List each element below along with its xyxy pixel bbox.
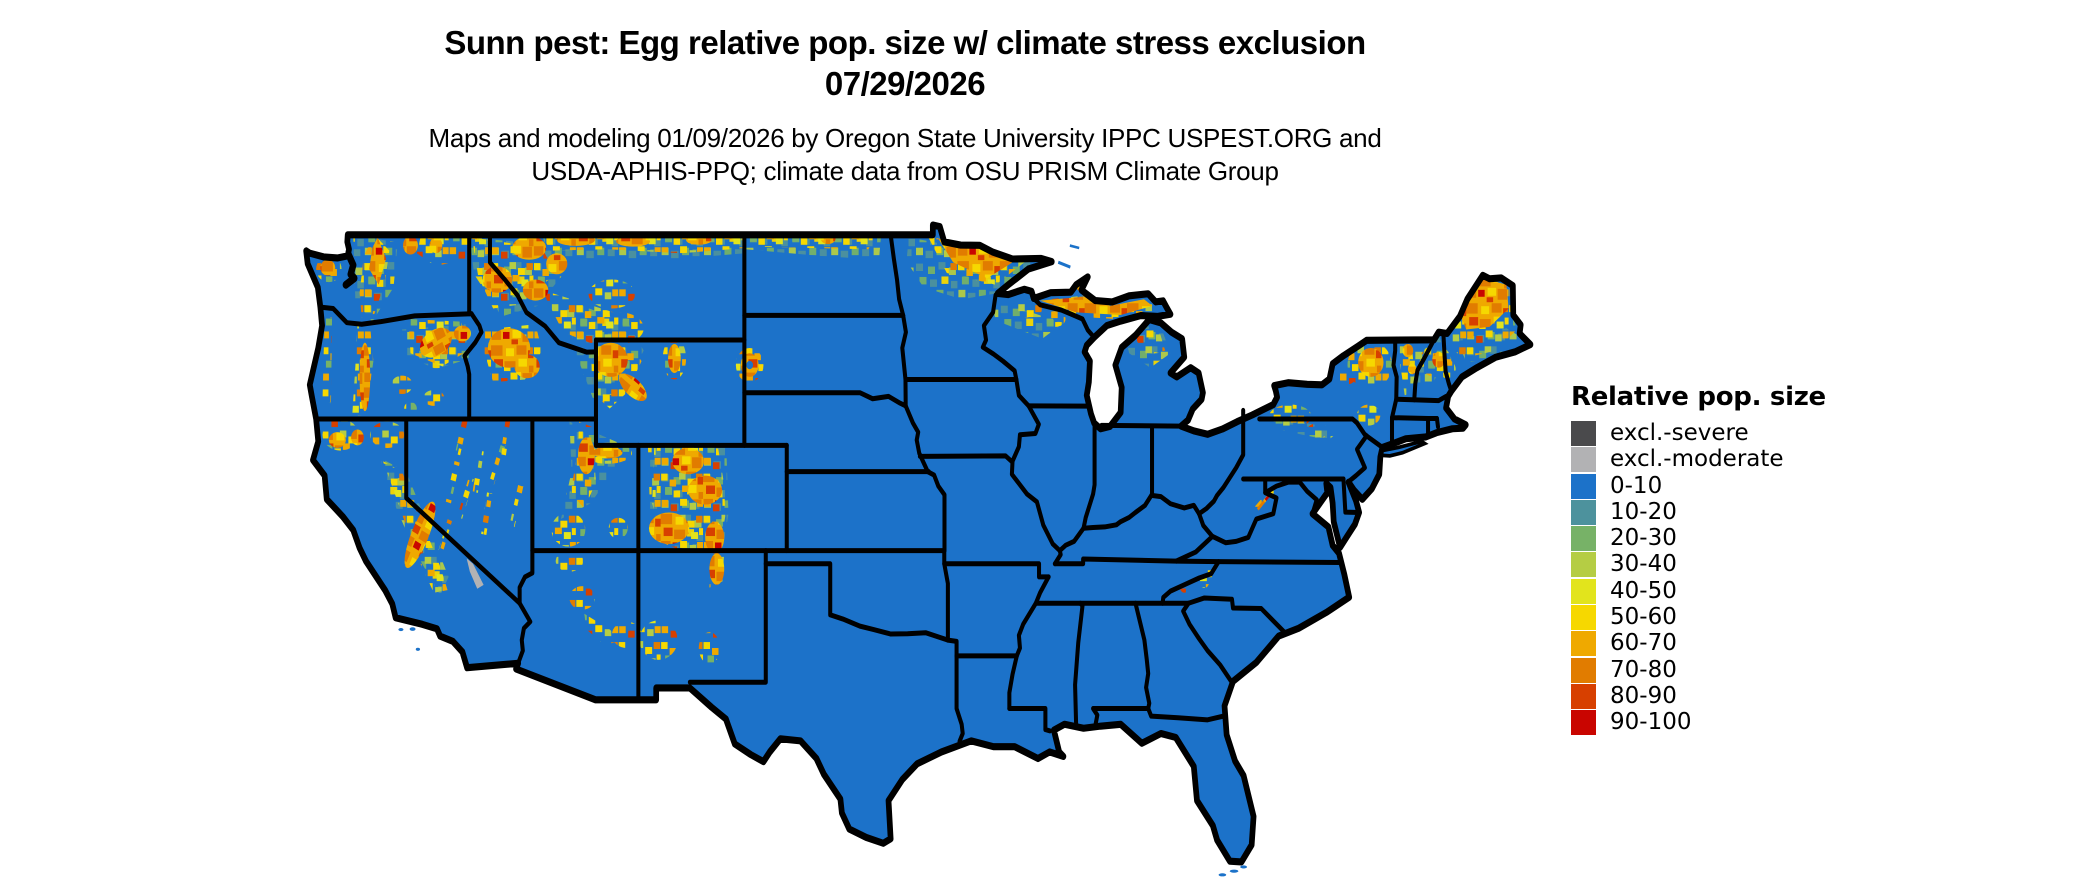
legend-rows: excl.-severe excl.-moderate 0-10 10-20 2… — [1571, 421, 1826, 736]
legend-label: 80-90 — [1610, 682, 1677, 709]
legend-item: 90-100 — [1571, 709, 1826, 736]
legend-item: excl.-moderate — [1571, 446, 1826, 473]
legend-swatch-excl-moderate — [1571, 447, 1596, 473]
map-title-date: 07/29/2026 — [824, 65, 986, 102]
legend-label: excl.-moderate — [1610, 446, 1784, 473]
legend-swatch-90-100 — [1571, 710, 1596, 736]
map-subtitle-line2: USDA-APHIS-PPQ; climate data from OSU PR… — [531, 156, 1279, 186]
legend-swatch-80-90 — [1571, 683, 1596, 709]
exclusion-moderate-patch — [466, 558, 484, 589]
legend-swatch-20-30 — [1571, 526, 1596, 552]
long-island — [1380, 439, 1429, 458]
legend-item: excl.-severe — [1571, 421, 1826, 446]
legend-label: 0-10 — [1610, 472, 1663, 499]
legend-swatch-40-50 — [1571, 578, 1596, 604]
map-title: Sunn pest: Egg relative pop. size w/ cli… — [0, 22, 1810, 104]
legend-label: 90-100 — [1610, 709, 1692, 736]
state-borders — [314, 232, 1454, 744]
map-subtitle-line1: Maps and modeling 01/09/2026 by Oregon S… — [428, 123, 1382, 153]
map-title-line1: Sunn pest: Egg relative pop. size w/ cli… — [444, 24, 1366, 61]
hot-class-patches — [320, 233, 1509, 585]
legend-label: 40-50 — [1610, 577, 1677, 604]
legend-label: 20-30 — [1610, 525, 1677, 552]
black-hills-center — [746, 360, 754, 370]
legend-item: 0-10 — [1571, 472, 1826, 499]
legend-item: 80-90 — [1571, 682, 1826, 709]
legend-label: 50-60 — [1610, 604, 1677, 631]
legend-swatch-excl-severe — [1571, 421, 1596, 446]
suitability-overlays — [316, 233, 1520, 664]
legend-label: excl.-severe — [1610, 420, 1749, 446]
us-map-raster — [296, 219, 1551, 877]
legend-label: 10-20 — [1610, 498, 1677, 525]
puget-sound-inlets — [342, 250, 358, 289]
small-islands — [398, 244, 1248, 877]
legend-swatch-0-10 — [1571, 473, 1596, 499]
legend-label: 60-70 — [1610, 630, 1677, 657]
legend-swatch-10-20 — [1571, 499, 1596, 525]
legend-item: 40-50 — [1571, 577, 1826, 604]
legend-label: 30-40 — [1610, 551, 1677, 578]
legend-item: 70-80 — [1571, 656, 1826, 683]
legend-item: 20-30 — [1571, 525, 1826, 552]
legend-swatch-60-70 — [1571, 631, 1596, 657]
legend-title: Relative pop. size — [1571, 382, 1826, 412]
legend-item: 60-70 — [1571, 630, 1826, 657]
legend-item: 10-20 — [1571, 498, 1826, 525]
map-subtitle: Maps and modeling 01/09/2026 by Oregon S… — [0, 122, 1810, 188]
legend-label: 70-80 — [1610, 656, 1677, 683]
legend-swatch-30-40 — [1571, 552, 1596, 578]
legend-item: 30-40 — [1571, 551, 1826, 578]
legend-item: 50-60 — [1571, 604, 1826, 631]
legend-swatch-70-80 — [1571, 657, 1596, 683]
legend-swatch-50-60 — [1571, 605, 1596, 631]
legend: Relative pop. size excl.-severe excl.-mo… — [1571, 382, 1826, 736]
